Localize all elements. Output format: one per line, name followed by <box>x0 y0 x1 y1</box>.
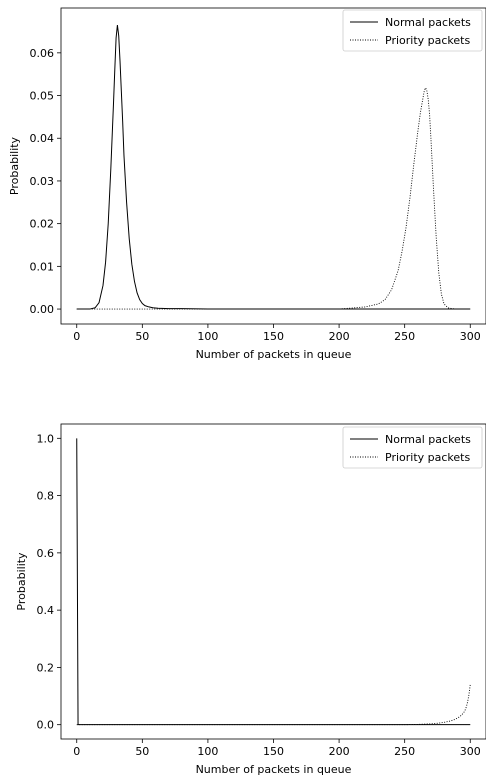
x-tick-label: 250 <box>394 330 415 343</box>
x-tick-label: 100 <box>197 745 218 758</box>
y-tick-label: 0.04 <box>30 132 55 145</box>
x-tick-label: 150 <box>263 330 284 343</box>
y-tick-label: 0.6 <box>37 547 55 560</box>
legend-box <box>342 9 483 52</box>
x-tick-label: 50 <box>135 330 149 343</box>
series-line-normal <box>76 438 471 726</box>
x-tick-label: 50 <box>135 745 149 758</box>
x-tick-label: 250 <box>394 745 415 758</box>
y-tick-label: 0.0 <box>37 719 55 732</box>
top-chart-panel: 0 50 100 150 200 250 300 0.00 0.01 0.02 0.03 0.04 0.… <box>8 7 486 361</box>
y-tick-label: 0.00 <box>30 303 55 316</box>
x-axis-label: Number of packets in queue <box>196 348 352 361</box>
x-tick-label: 0 <box>73 745 80 758</box>
y-axis-label: Probability <box>8 136 21 195</box>
y-tick-label: 0.06 <box>30 47 55 60</box>
y-tick-label: 0.03 <box>30 175 55 188</box>
y-tick-label: 0.05 <box>30 90 55 103</box>
legend-label-priority: Priority packets <box>385 34 470 47</box>
x-tick-label: 200 <box>329 330 350 343</box>
legend-label-normal: Normal packets <box>385 16 471 29</box>
series-line-priority <box>76 86 471 310</box>
axes-frame <box>60 423 486 740</box>
y-tick-label: 0.8 <box>37 490 55 503</box>
x-tick-label: 300 <box>460 330 481 343</box>
y-tick-label: 0.02 <box>30 218 55 231</box>
x-tick-label: 150 <box>263 745 284 758</box>
y-tick-label: 0.4 <box>37 604 55 617</box>
x-tick-label: 0 <box>73 330 80 343</box>
series-line-normal <box>76 25 471 310</box>
legend-label-normal: Normal packets <box>385 433 471 446</box>
series-line-priority <box>76 684 471 726</box>
x-tick-label: 100 <box>197 330 218 343</box>
bottom-chart-panel: 0 50 100 150 200 250 300 0.0 0.2 0.4 0.6 0.8 1.0 Numb… <box>15 423 486 776</box>
y-axis-label: Probability <box>15 552 28 611</box>
legend-box <box>342 426 483 469</box>
x-tick-label: 200 <box>329 745 350 758</box>
y-tick-label: 1.0 <box>37 432 55 445</box>
y-tick-label: 0.01 <box>30 260 55 273</box>
x-tick-label: 300 <box>460 745 481 758</box>
legend-label-priority: Priority packets <box>385 451 470 464</box>
y-tick-label: 0.2 <box>37 661 55 674</box>
x-axis-label: Number of packets in queue <box>196 763 352 776</box>
